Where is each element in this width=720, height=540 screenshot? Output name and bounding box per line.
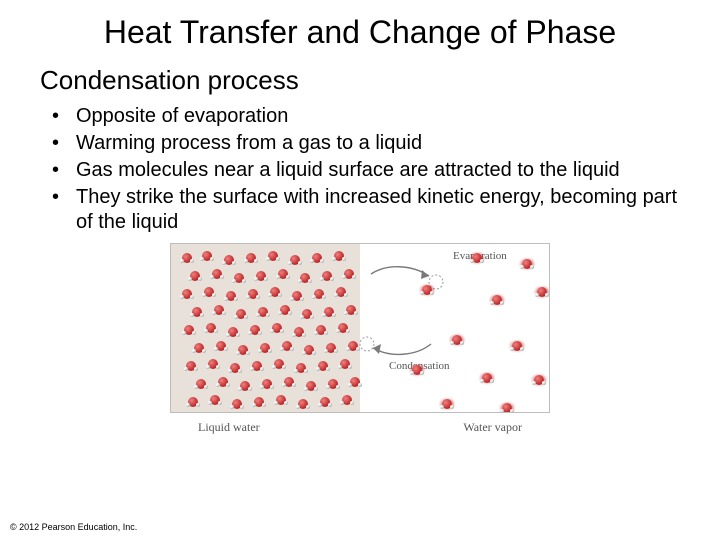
water-molecule-icon (335, 286, 347, 298)
water-molecule-icon (295, 362, 307, 374)
water-molecule-icon (207, 358, 219, 370)
bullet-item: Warming process from a gas to a liquid (52, 131, 680, 156)
water-molecule-icon (239, 380, 251, 392)
figure-captions: Liquid water Water vapor (170, 420, 550, 435)
water-molecule-icon (227, 326, 239, 338)
bullet-item: Gas molecules near a liquid surface are … (52, 158, 680, 183)
water-molecule-icon (187, 396, 199, 408)
water-molecule-icon (255, 270, 267, 282)
water-molecule-icon (183, 324, 195, 336)
water-molecule-icon (451, 334, 463, 346)
water-molecule-icon (281, 340, 293, 352)
phase-diagram: Evaporation Condensation (170, 243, 550, 413)
water-molecule-icon (251, 360, 263, 372)
water-molecule-icon (189, 270, 201, 282)
water-molecule-icon (217, 376, 229, 388)
water-molecule-icon (233, 272, 245, 284)
bullet-list: Opposite of evaporationWarming process f… (40, 104, 680, 235)
water-molecule-icon (231, 398, 243, 410)
water-molecule-icon (211, 268, 223, 280)
water-molecule-icon (283, 376, 295, 388)
water-molecule-icon (191, 306, 203, 318)
figure-container: Evaporation Condensation Liquid water Wa… (40, 243, 680, 435)
water-molecule-icon (205, 322, 217, 334)
water-molecule-icon (277, 268, 289, 280)
water-molecule-icon (279, 304, 291, 316)
water-molecule-icon (267, 250, 279, 262)
water-molecule-icon (481, 372, 493, 384)
water-molecule-icon (536, 286, 548, 298)
water-molecule-icon (257, 306, 269, 318)
water-molecule-icon (253, 396, 265, 408)
water-molecule-icon (345, 304, 357, 316)
water-molecule-icon (237, 344, 249, 356)
water-molecule-icon (271, 322, 283, 334)
copyright-text: © 2012 Pearson Education, Inc. (10, 522, 137, 532)
water-molecule-icon (289, 254, 301, 266)
water-molecule-icon (247, 288, 259, 300)
water-molecule-icon (325, 342, 337, 354)
water-molecule-icon (259, 342, 271, 354)
water-molecule-icon (209, 394, 221, 406)
water-molecule-icon (339, 358, 351, 370)
water-molecule-icon (181, 252, 193, 264)
water-molecule-icon (223, 254, 235, 266)
water-molecule-icon (349, 376, 361, 388)
water-molecule-icon (337, 322, 349, 334)
water-molecule-icon (261, 378, 273, 390)
water-molecule-icon (201, 250, 213, 262)
water-molecule-icon (245, 252, 257, 264)
water-molecule-icon (249, 324, 261, 336)
caption-liquid: Liquid water (198, 420, 260, 435)
water-molecule-icon (333, 250, 345, 262)
water-molecule-icon (491, 294, 503, 306)
water-molecule-icon (411, 364, 423, 376)
water-molecule-icon (203, 286, 215, 298)
water-molecule-icon (275, 394, 287, 406)
water-molecule-icon (225, 290, 237, 302)
water-molecule-icon (341, 394, 353, 406)
water-molecule-icon (421, 284, 433, 296)
water-molecule-icon (181, 288, 193, 300)
water-molecule-icon (215, 340, 227, 352)
water-molecule-icon (305, 380, 317, 392)
water-molecule-icon (315, 324, 327, 336)
water-molecule-icon (297, 398, 309, 410)
water-molecule-icon (471, 252, 483, 264)
water-molecule-icon (301, 308, 313, 320)
water-molecule-icon (323, 306, 335, 318)
water-molecule-icon (185, 360, 197, 372)
water-molecule-icon (343, 268, 355, 280)
water-molecule-icon (327, 378, 339, 390)
page-title: Heat Transfer and Change of Phase (40, 14, 680, 51)
water-molecule-icon (521, 258, 533, 270)
water-molecule-icon (291, 290, 303, 302)
water-molecule-icon (533, 374, 545, 386)
bullet-item: They strike the surface with increased k… (52, 185, 680, 235)
water-molecule-icon (269, 286, 281, 298)
water-molecule-icon (313, 288, 325, 300)
water-molecule-icon (511, 340, 523, 352)
water-molecule-icon (299, 272, 311, 284)
water-molecule-icon (213, 304, 225, 316)
water-molecule-icon (303, 344, 315, 356)
water-molecule-icon (321, 270, 333, 282)
water-molecule-icon (193, 342, 205, 354)
bullet-item: Opposite of evaporation (52, 104, 680, 129)
water-molecule-icon (235, 308, 247, 320)
water-molecule-icon (317, 360, 329, 372)
water-molecule-icon (229, 362, 241, 374)
water-molecule-icon (195, 378, 207, 390)
water-molecule-icon (347, 340, 359, 352)
water-molecule-icon (319, 396, 331, 408)
water-molecule-icon (293, 326, 305, 338)
water-molecule-icon (501, 402, 513, 413)
water-molecule-icon (311, 252, 323, 264)
water-molecule-icon (441, 398, 453, 410)
caption-vapor: Water vapor (463, 420, 522, 435)
section-subtitle: Condensation process (40, 65, 680, 96)
water-molecule-icon (273, 358, 285, 370)
